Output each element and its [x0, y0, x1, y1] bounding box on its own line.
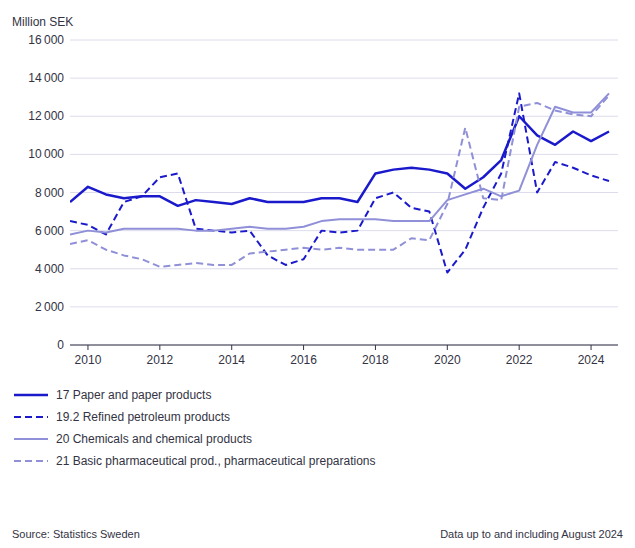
- grid-line: [70, 230, 618, 231]
- legend-label: 17 Paper and paper products: [56, 388, 211, 402]
- y-tick-label: 4 000: [35, 262, 64, 276]
- x-tick-label: 2012: [146, 353, 173, 367]
- grid-line: [70, 154, 618, 155]
- x-tick-label: 2020: [434, 353, 461, 367]
- chart: 0 2 000 4 000 6 000 8 000 10 000 12 000 14 000 1…: [0, 0, 635, 548]
- grid-line: [70, 116, 618, 117]
- x-axis-line: [70, 345, 618, 346]
- x-tick-label: 2010: [75, 353, 102, 367]
- y-tick-label: 6 000: [35, 224, 64, 238]
- x-tick: [375, 345, 376, 350]
- x-tick-label: 2024: [578, 353, 605, 367]
- y-tick-label: 0: [57, 338, 64, 352]
- legend-swatch: [14, 394, 48, 397]
- x-tick: [87, 345, 88, 350]
- legend-label: 20 Chemicals and chemical products: [56, 432, 252, 446]
- grid-line: [70, 192, 618, 193]
- legend-swatch: [14, 460, 48, 462]
- legend-swatch: [14, 438, 48, 440]
- grid-line: [70, 306, 618, 307]
- x-tick-label: 2016: [290, 353, 317, 367]
- y-tick-label: 8 000: [35, 186, 64, 200]
- x-tick: [519, 345, 520, 350]
- grid-line: [70, 40, 618, 41]
- y-tick-label: 10 000: [28, 147, 64, 161]
- legend-label: 19.2 Refined petroleum products: [56, 410, 230, 424]
- x-tick: [303, 345, 304, 350]
- grid: [70, 40, 618, 345]
- source-note: Source: Statistics Sweden: [12, 528, 140, 540]
- legend-label: 21 Basic pharmaceutical prod., pharmaceu…: [56, 454, 376, 468]
- y-tick-label: 12 000: [28, 109, 64, 123]
- series-line: [70, 95, 609, 267]
- lines: [70, 93, 609, 272]
- y-axis-label: Million SEK: [12, 15, 73, 29]
- series-line: [70, 93, 609, 272]
- x-tick-label: 2018: [362, 353, 389, 367]
- x-tick: [591, 345, 592, 350]
- series-line: [70, 116, 609, 206]
- grid-line: [70, 345, 618, 346]
- legend: 17 Paper and paper products 19.2 Refined …: [14, 388, 376, 468]
- x-tick: [447, 345, 448, 350]
- y-tick-label: 16 000: [28, 33, 64, 47]
- grid-line: [70, 268, 618, 269]
- x-tick: [231, 345, 232, 350]
- x-tick-label: 2014: [218, 353, 245, 367]
- x-tick: [159, 345, 160, 350]
- series-line: [70, 93, 609, 234]
- source-note: Data up to and including August 2024: [440, 528, 623, 540]
- y-tick-label: 2 000: [35, 300, 64, 314]
- grid-line: [70, 78, 618, 79]
- y-tick-label: 14 000: [28, 71, 64, 85]
- legend-swatch: [14, 416, 48, 418]
- x-tick-label: 2022: [506, 353, 533, 367]
